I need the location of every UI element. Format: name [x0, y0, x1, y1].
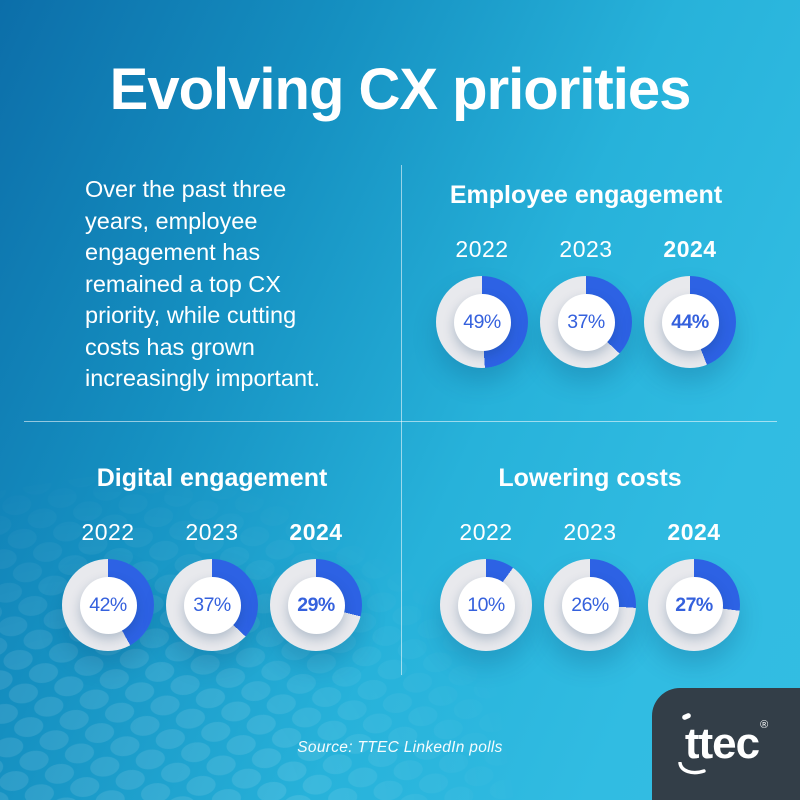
horizontal-divider	[24, 421, 777, 422]
intro-paragraph: Over the past three years, employee enga…	[85, 174, 385, 395]
donut-percentage: 26%	[571, 593, 609, 616]
section-title: Lowering costs	[498, 464, 682, 492]
donut-column-2022: 2022 42%	[62, 519, 154, 651]
donut-column-2022: 2022 49%	[436, 236, 528, 368]
donut-column-2024: 2024 29%	[270, 519, 362, 651]
registered-mark: ®	[760, 719, 768, 731]
donut-hole: 44%	[661, 293, 719, 351]
page-title: Evolving CX priorities	[109, 57, 692, 122]
logo-swoosh-icon	[678, 762, 706, 775]
donut-chart: 10%	[440, 559, 532, 651]
donut-percentage: 37%	[567, 310, 605, 333]
donut-hole: 42%	[79, 576, 137, 634]
donut-hole: 10%	[457, 576, 515, 634]
intro-line: priority, while cutting	[85, 302, 297, 328]
intro-line: years, employee	[85, 207, 258, 234]
donut-chart: 29%	[270, 559, 362, 651]
year-label: 2024	[667, 519, 721, 545]
donut-hole: 37%	[557, 293, 615, 351]
donut-percentage: 37%	[193, 593, 231, 616]
ttec-logo: ttec®	[652, 688, 800, 800]
ttec-wordmark: ttec®	[678, 712, 768, 775]
donut-row: 2022 42% 2023 37% 2024	[36, 519, 388, 651]
source-attribution: Source: TTEC LinkedIn polls	[297, 739, 503, 756]
donut-row: 2022 49% 2023 37% 2024	[410, 236, 762, 368]
donut-chart: 42%	[62, 559, 154, 651]
intro-line: Over the past three	[85, 176, 287, 202]
donut-percentage: 44%	[671, 310, 709, 333]
intro-line: increasingly important.	[85, 365, 321, 391]
donut-percentage: 42%	[89, 593, 127, 616]
donut-chart: 27%	[648, 559, 740, 651]
donut-hole: 49%	[453, 293, 511, 351]
donut-column-2024: 2024 44%	[644, 236, 736, 368]
donut-chart: 49%	[436, 276, 528, 368]
donut-hole: 26%	[561, 576, 619, 634]
year-label: 2022	[455, 236, 509, 262]
donut-column-2023: 2023 26%	[544, 519, 636, 651]
donut-row: 2022 10% 2023 26% 2024	[414, 519, 766, 651]
donut-column-2022: 2022 10%	[440, 519, 532, 651]
donut-hole: 27%	[665, 576, 723, 634]
section-employee-engagement: Employee engagement 2022 49% 2023 37%	[410, 181, 762, 368]
donut-chart: 26%	[544, 559, 636, 651]
section-digital-engagement: Digital engagement 2022 42% 2023 37%	[36, 464, 388, 651]
donut-percentage: 49%	[463, 310, 501, 333]
intro-line: costs has grown	[85, 333, 255, 360]
donut-percentage: 10%	[467, 593, 505, 616]
logo-text: ttec	[684, 719, 760, 768]
donut-chart: 44%	[644, 276, 736, 368]
vertical-divider	[401, 165, 402, 675]
section-lowering-costs: Lowering costs 2022 10% 2023 26%	[414, 464, 766, 651]
section-title: Employee engagement	[449, 181, 723, 209]
donut-column-2024: 2024 27%	[648, 519, 740, 651]
donut-hole: 29%	[287, 576, 345, 634]
donut-chart: 37%	[166, 559, 258, 651]
donut-column-2023: 2023 37%	[166, 519, 258, 651]
donut-percentage: 29%	[297, 593, 335, 616]
donut-hole: 37%	[183, 576, 241, 634]
year-label: 2023	[563, 519, 617, 545]
year-label: 2022	[459, 519, 513, 545]
donut-column-2023: 2023 37%	[540, 236, 632, 368]
year-label: 2024	[289, 519, 343, 545]
year-label: 2024	[663, 236, 717, 262]
donut-percentage: 27%	[675, 593, 713, 616]
donut-chart: 37%	[540, 276, 632, 368]
intro-line: remained a top CX	[85, 270, 281, 297]
year-label: 2023	[185, 519, 239, 545]
year-label: 2023	[559, 236, 613, 262]
section-title: Digital engagement	[96, 464, 328, 492]
intro-line: engagement has	[85, 239, 261, 265]
year-label: 2022	[81, 519, 135, 545]
